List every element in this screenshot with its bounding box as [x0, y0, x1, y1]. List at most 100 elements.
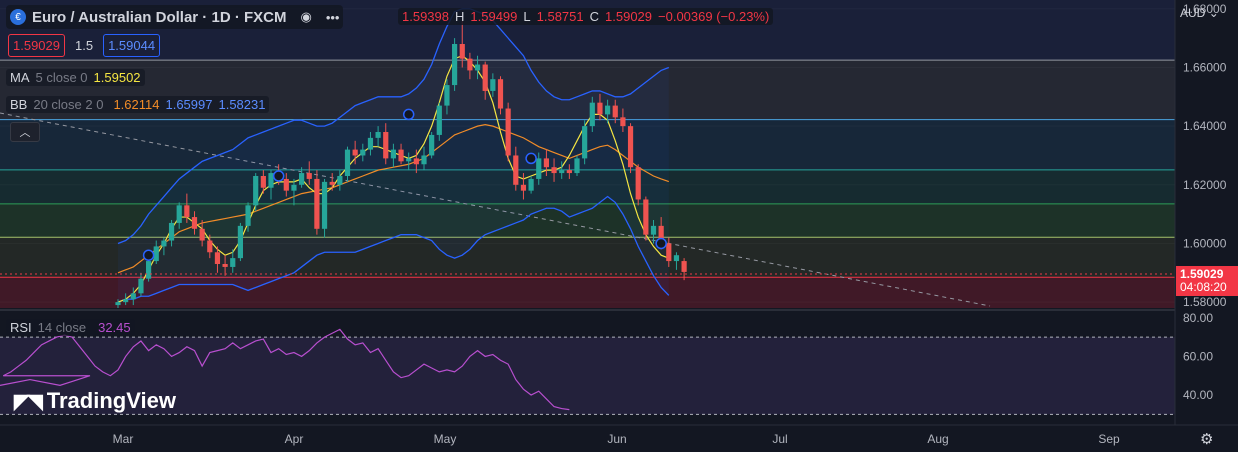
close-label: C [589, 9, 600, 24]
candle-body [168, 222, 175, 241]
rsi-tick-label: 40.00 [1183, 388, 1213, 402]
candle-body [658, 225, 664, 244]
candle-body [474, 64, 481, 71]
candle-body [582, 126, 588, 159]
candle-body [429, 134, 435, 156]
current-price-value: 1.59029 [1180, 267, 1224, 281]
candle-body [413, 158, 419, 165]
candle-body [383, 132, 389, 159]
time-tick-label: Jul [772, 432, 787, 446]
currency-selector[interactable]: AUD ⌄ [1180, 6, 1219, 20]
buy-button[interactable]: 1.59044 [103, 34, 161, 57]
price-tick-label: 1.62000 [1183, 178, 1227, 192]
low-label: L [523, 9, 531, 24]
low-value: 1.58751 [536, 9, 584, 24]
candle-body [283, 178, 289, 191]
event-markers[interactable] [142, 108, 667, 261]
ma-legend[interactable]: MA 5 close 0 1.59502 [6, 69, 145, 86]
bb-upper-line [117, 8, 670, 245]
symbol-header[interactable]: € Euro / Australian Dollar · 1D · FXCM ◉… [6, 5, 344, 29]
time-tick-label: Mar [113, 432, 134, 446]
tradingview-wordmark: TradingView [46, 388, 176, 413]
candle-body [329, 181, 335, 185]
candlesticks[interactable] [115, 20, 687, 308]
chevron-up-icon: ︿ [19, 127, 31, 139]
candle-body [130, 293, 136, 300]
spread-value: 1.5 [75, 38, 94, 53]
chevron-down-icon: ⌄ [1208, 6, 1219, 20]
time-axis[interactable]: Mar Apr May Jun Jul Aug Sep [113, 432, 1120, 446]
candle-body [605, 105, 611, 115]
rsi-band [0, 337, 1175, 415]
candle-body [528, 178, 534, 191]
bar-countdown: 04:08:20 [1180, 280, 1227, 294]
change-value: −0.00369 (−0.23%) [658, 9, 770, 24]
high-label: H [455, 9, 465, 24]
candle-body [497, 79, 504, 109]
time-tick-label: Apr [285, 432, 304, 446]
currency-label: AUD [1180, 6, 1206, 20]
candle-body [115, 302, 121, 306]
candle-body [627, 126, 634, 168]
candle-body [344, 149, 351, 176]
candle-body [161, 240, 167, 247]
ohlc-readout: 1.59398 H 1.59499 L 1.58751 C 1.59029 −0.00… [398, 8, 774, 25]
trade-buttons: 1.59029 1.5 1.59044 [8, 34, 161, 57]
tradingview-logo: ◤◥ TradingView [14, 388, 176, 414]
candle-body [452, 44, 458, 86]
candle-body [490, 79, 496, 91]
price-tick-label: 1.60000 [1183, 236, 1227, 250]
candle-body [299, 173, 305, 185]
candle-body [184, 205, 190, 218]
candle-body [551, 167, 557, 174]
candle-body [352, 149, 358, 156]
candle-body [459, 44, 465, 59]
candle-body [222, 264, 228, 267]
candle-body [314, 178, 320, 229]
candle-body [291, 184, 297, 191]
time-tick-label: Aug [927, 432, 948, 446]
rsi-axis[interactable]: 80.00 60.00 40.00 [1183, 311, 1213, 402]
candle-body [681, 261, 687, 272]
candle-body [230, 258, 236, 267]
ma-value: 1.59502 [93, 70, 141, 85]
time-tick-label: Jun [607, 432, 626, 446]
candle-body [536, 158, 542, 179]
bb-name: BB [10, 97, 28, 112]
price-tick-label: 1.64000 [1183, 119, 1227, 133]
candle-body [253, 176, 259, 206]
price-axis[interactable]: 1.68000 1.66000 1.64000 1.62000 1.60000 1.580… [1183, 2, 1227, 309]
rsi-tick-label: 80.00 [1183, 311, 1213, 325]
open-value: 1.59398 [402, 9, 449, 24]
candle-body [176, 205, 182, 223]
rsi-legend[interactable]: RSI 14 close 32.45 [6, 319, 135, 336]
collapse-legend-button[interactable]: ︿ [10, 122, 40, 142]
high-value: 1.59499 [470, 9, 518, 24]
close-value: 1.59029 [605, 9, 653, 24]
sell-button[interactable]: 1.59029 [8, 34, 65, 57]
symbol-title[interactable]: Euro / Australian Dollar · 1D · FXCM [32, 8, 287, 26]
more-icon[interactable]: ••• [325, 9, 340, 25]
rsi-name: RSI [10, 320, 32, 335]
candle-body [321, 181, 328, 229]
candle-body [543, 158, 549, 168]
bb-lower-value: 1.58231 [218, 97, 266, 112]
candle-body [390, 149, 396, 159]
bb-params: 20 close 2 0 [33, 97, 104, 112]
settings-gear-icon[interactable]: ⚙ [1200, 431, 1214, 448]
current-price-label: 1.59029 04:08:20 [1176, 266, 1238, 296]
candle-body [138, 278, 144, 294]
bb-legend[interactable]: BB 20 close 2 0 1.62114 1.65997 1.58231 [6, 96, 270, 113]
candle-body [673, 255, 680, 262]
event-marker [655, 237, 667, 250]
eye-icon[interactable]: ◉ [300, 9, 312, 24]
candle-body [306, 173, 312, 179]
candle-body [237, 225, 243, 259]
candle-body [123, 299, 129, 303]
candle-body [360, 149, 366, 156]
candle-body [620, 117, 626, 127]
price-tick-label: 1.58000 [1183, 295, 1227, 309]
rsi-params: 14 close [37, 320, 87, 335]
